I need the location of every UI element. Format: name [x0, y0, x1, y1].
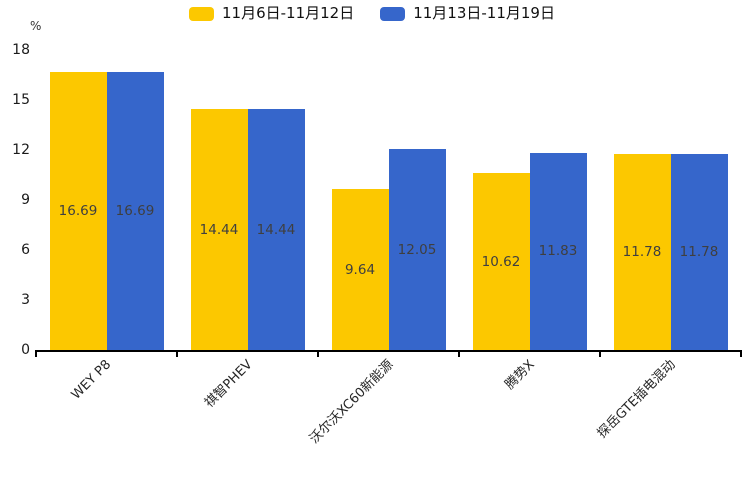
bar-series1-2[interactable]: [331, 189, 389, 350]
bar-value-label: 16.69: [58, 202, 98, 219]
bar-value-label: 11.83: [538, 243, 578, 260]
y-tick-label: 3: [21, 292, 30, 308]
x-axis-tick: [176, 352, 178, 357]
x-axis-line: [35, 350, 742, 352]
x-axis-tick: [458, 352, 460, 357]
bar-series1-0[interactable]: [49, 71, 107, 350]
chart-legend: 11月6日-11月12日 11月13日-11月19日: [0, 6, 744, 21]
bar-series1-3[interactable]: [472, 173, 530, 350]
x-category-label: 沃尔沃XC60新能源: [306, 357, 397, 447]
x-category-label: WEY P8: [68, 357, 115, 403]
x-category-label: 腾势X: [502, 357, 538, 393]
y-tick-label: 6: [21, 242, 30, 258]
x-axis-tick: [599, 352, 601, 357]
bar-series2-3[interactable]: [529, 152, 587, 350]
y-tick-label: 9: [21, 192, 30, 208]
bar-series2-2[interactable]: [388, 149, 446, 350]
legend-item-0[interactable]: 11月6日-11月12日: [189, 6, 354, 21]
bar-value-label: 11.78: [679, 243, 719, 260]
y-tick-label: 12: [12, 142, 30, 158]
x-axis-tick: [35, 352, 37, 357]
x-axis-tick: [317, 352, 319, 357]
bar-value-label: 10.62: [481, 253, 521, 270]
legend-item-1[interactable]: 11月13日-11月19日: [380, 6, 555, 21]
bar-series1-4[interactable]: [613, 153, 671, 350]
x-category-label: 探岳GTE插电混动: [594, 357, 679, 442]
y-axis-unit-label: %: [30, 19, 42, 33]
legend-swatch-icon: [189, 6, 214, 21]
legend-label: 11月13日-11月19日: [413, 4, 555, 22]
bar-series2-0[interactable]: [106, 71, 164, 350]
legend-swatch-icon: [380, 6, 406, 21]
y-tick-label: 0: [21, 342, 30, 358]
bar-value-label: 14.44: [256, 221, 296, 238]
y-tick-label: 15: [12, 92, 30, 108]
x-axis-tick: [740, 352, 742, 357]
bar-value-label: 12.05: [397, 241, 437, 258]
bar-value-label: 11.78: [622, 243, 662, 260]
bar-value-label: 9.64: [344, 261, 376, 278]
bar-series2-1[interactable]: [247, 109, 305, 350]
y-tick-label: 18: [12, 42, 30, 58]
legend-label: 11月6日-11月12日: [222, 4, 355, 22]
bar-series1-1[interactable]: [190, 109, 248, 350]
x-category-label: 祺智PHEV: [201, 357, 256, 411]
bar-value-label: 14.44: [199, 221, 239, 238]
bar-series2-4[interactable]: [670, 153, 728, 350]
bar-value-label: 16.69: [115, 202, 155, 219]
